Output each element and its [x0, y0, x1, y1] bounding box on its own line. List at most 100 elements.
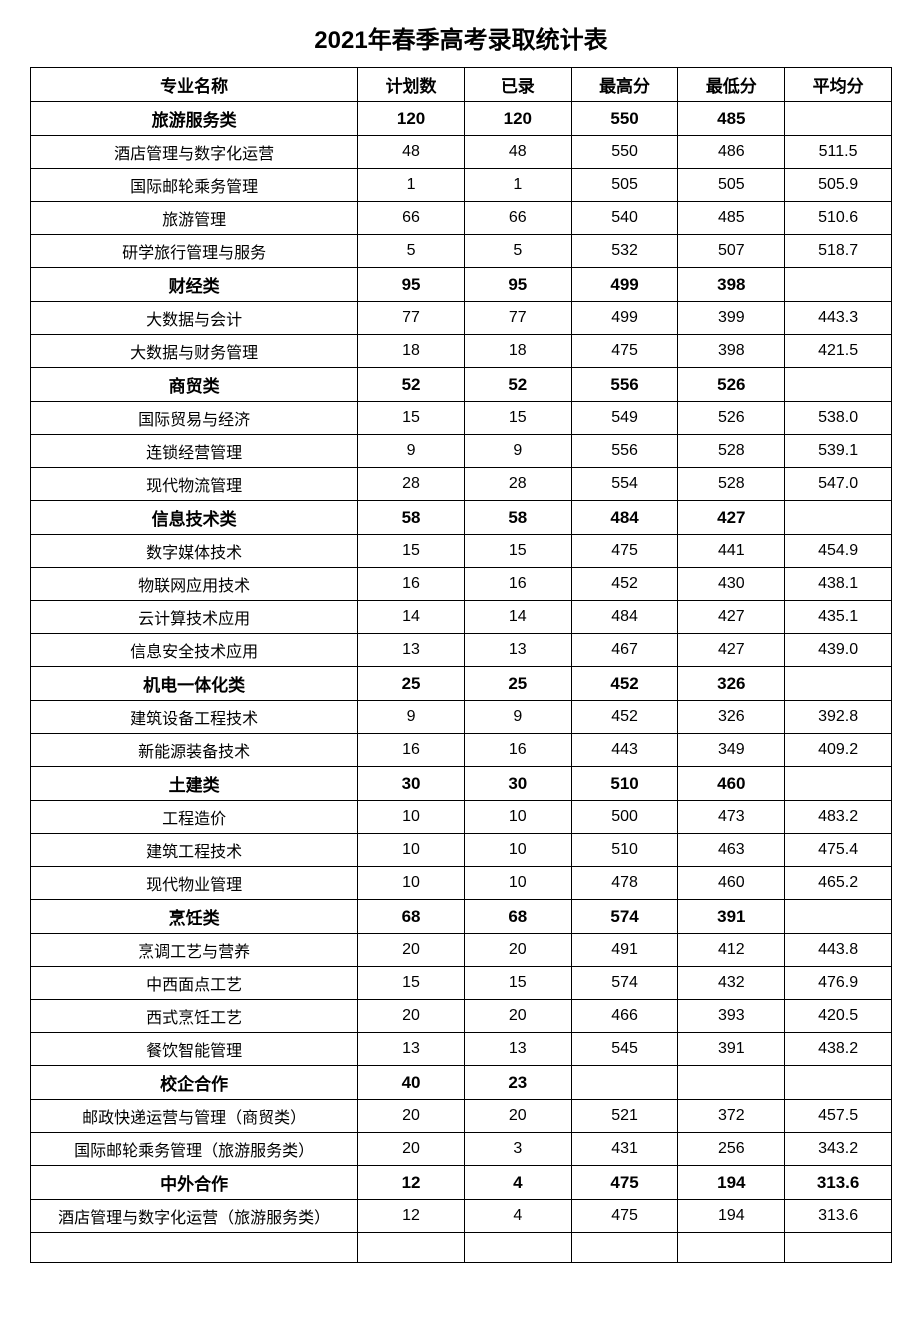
- table-cell: 9: [464, 701, 571, 734]
- table-cell: 15: [358, 967, 465, 1000]
- table-cell: 连锁经营管理: [31, 435, 358, 468]
- table-cell: 313.6: [785, 1200, 892, 1233]
- table-cell: 505: [678, 169, 785, 202]
- table-cell: 9: [464, 435, 571, 468]
- table-cell: 510.6: [785, 202, 892, 235]
- table-cell: 452: [571, 701, 678, 734]
- table-cell: 15: [358, 402, 465, 435]
- col-header-max: 最高分: [571, 68, 678, 102]
- table-cell: 20: [358, 934, 465, 967]
- table-cell: 58: [358, 501, 465, 535]
- table-cell: 545: [571, 1033, 678, 1066]
- table-cell: 554: [571, 468, 678, 501]
- table-row: 餐饮智能管理1313545391438.2: [31, 1033, 892, 1066]
- table-cell: 528: [678, 468, 785, 501]
- table-cell: 526: [678, 402, 785, 435]
- table-cell: 23: [464, 1066, 571, 1100]
- table-cell: 372: [678, 1100, 785, 1133]
- table-cell: [785, 1066, 892, 1100]
- table-cell: 邮政快递运营与管理（商贸类）: [31, 1100, 358, 1133]
- table-row: 酒店管理与数字化运营（旅游服务类）124475194313.6: [31, 1200, 892, 1233]
- table-cell: 52: [464, 368, 571, 402]
- table-cell: 194: [678, 1166, 785, 1200]
- table-cell: 398: [678, 268, 785, 302]
- table-cell: 40: [358, 1066, 465, 1100]
- table-cell: 烹饪类: [31, 900, 358, 934]
- table-cell: 427: [678, 634, 785, 667]
- table-cell: 499: [571, 268, 678, 302]
- table-cell: [571, 1233, 678, 1263]
- table-cell: 510: [571, 767, 678, 801]
- table-cell: 443.3: [785, 302, 892, 335]
- table-cell: 13: [464, 1033, 571, 1066]
- table-cell: 574: [571, 967, 678, 1000]
- table-cell: 393: [678, 1000, 785, 1033]
- col-header-avg: 平均分: [785, 68, 892, 102]
- table-cell: 521: [571, 1100, 678, 1133]
- table-cell: 505.9: [785, 169, 892, 202]
- table-cell: 30: [464, 767, 571, 801]
- table-header-row: 专业名称 计划数 已录 最高分 最低分 平均分: [31, 68, 892, 102]
- table-cell: 120: [464, 102, 571, 136]
- table-cell: 30: [358, 767, 465, 801]
- table-cell: 16: [358, 734, 465, 767]
- table-cell: 10: [464, 801, 571, 834]
- table-cell: 392.8: [785, 701, 892, 734]
- table-cell: 349: [678, 734, 785, 767]
- table-cell: 5: [358, 235, 465, 268]
- table-cell: 18: [464, 335, 571, 368]
- table-cell: 528: [678, 435, 785, 468]
- table-row: 校企合作4023: [31, 1066, 892, 1100]
- table-cell: 511.5: [785, 136, 892, 169]
- table-cell: 财经类: [31, 268, 358, 302]
- table-cell: 48: [464, 136, 571, 169]
- table-cell: [31, 1233, 358, 1263]
- table-cell: 数字媒体技术: [31, 535, 358, 568]
- table-cell: 现代物流管理: [31, 468, 358, 501]
- table-cell: 412: [678, 934, 785, 967]
- table-cell: 酒店管理与数字化运营（旅游服务类）: [31, 1200, 358, 1233]
- table-cell: 15: [464, 967, 571, 1000]
- table-row: 邮政快递运营与管理（商贸类）2020521372457.5: [31, 1100, 892, 1133]
- table-cell: 1: [464, 169, 571, 202]
- table-cell: 国际贸易与经济: [31, 402, 358, 435]
- table-cell: 438.1: [785, 568, 892, 601]
- table-row: 信息技术类5858484427: [31, 501, 892, 535]
- page-title: 2021年春季高考录取统计表: [30, 20, 892, 55]
- table-cell: 3: [464, 1133, 571, 1166]
- table-cell: 5: [464, 235, 571, 268]
- table-cell: 574: [571, 900, 678, 934]
- table-row: 西式烹饪工艺2020466393420.5: [31, 1000, 892, 1033]
- table-cell: 421.5: [785, 335, 892, 368]
- table-cell: 校企合作: [31, 1066, 358, 1100]
- col-header-plan: 计划数: [358, 68, 465, 102]
- table-cell: 66: [358, 202, 465, 235]
- table-cell: 新能源装备技术: [31, 734, 358, 767]
- table-cell: 427: [678, 601, 785, 634]
- table-cell: 556: [571, 368, 678, 402]
- table-row: 连锁经营管理99556528539.1: [31, 435, 892, 468]
- table-cell: 510: [571, 834, 678, 867]
- table-cell: 20: [358, 1100, 465, 1133]
- table-cell: 476.9: [785, 967, 892, 1000]
- table-cell: [785, 667, 892, 701]
- table-cell: 427: [678, 501, 785, 535]
- table-cell: 484: [571, 501, 678, 535]
- table-cell: 443.8: [785, 934, 892, 967]
- table-cell: 66: [464, 202, 571, 235]
- table-cell: 10: [358, 834, 465, 867]
- table-cell: 国际邮轮乘务管理: [31, 169, 358, 202]
- table-row: 信息安全技术应用1313467427439.0: [31, 634, 892, 667]
- table-row: 旅游服务类120120550485: [31, 102, 892, 136]
- table-row: 建筑工程技术1010510463475.4: [31, 834, 892, 867]
- table-cell: 20: [358, 1133, 465, 1166]
- table-cell: 77: [358, 302, 465, 335]
- table-cell: 500: [571, 801, 678, 834]
- table-cell: 云计算技术应用: [31, 601, 358, 634]
- table-cell: 12: [358, 1166, 465, 1200]
- table-cell: 旅游服务类: [31, 102, 358, 136]
- table-cell: 486: [678, 136, 785, 169]
- table-cell: 549: [571, 402, 678, 435]
- table-cell: 9: [358, 701, 465, 734]
- table-cell: 457.5: [785, 1100, 892, 1133]
